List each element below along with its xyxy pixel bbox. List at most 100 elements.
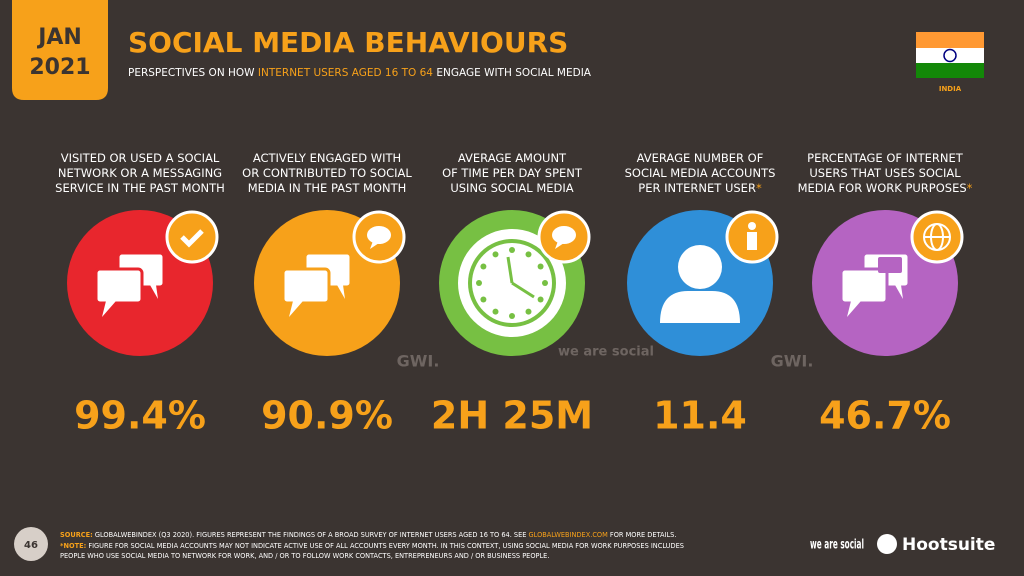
badge-icon [555,241,564,249]
icon [537,263,544,270]
source-text: GLOBALWEBINDEX (Q3 2020). FIGURES REPRES… [93,531,529,539]
icon [94,267,144,305]
stat-value: 90.9% [261,394,393,438]
stat-label-text: ACTIVELY ENGAGED WITH [253,151,401,165]
icon [511,281,535,299]
stat-label-text: VISITED OR USED A SOCIAL [61,151,220,165]
logo-hootsuite: Hootsuite [902,535,995,555]
stat-label: SOCIAL MEDIA ACCOUNTS [625,166,776,180]
note-mark: * [756,181,762,195]
icon [102,301,116,317]
stat-label-text: USING SOCIAL MEDIA [450,181,573,195]
icon [895,285,903,299]
stat-value: 99.4% [74,394,206,438]
subtitle-highlight: INTERNET USERS AGED 16 TO 64 [258,67,433,79]
badge-icon [748,222,756,230]
source-label: SOURCE: [60,531,93,539]
icon [678,245,722,289]
icon [480,263,487,270]
icon [281,267,331,305]
stat-label: USING SOCIAL MEDIA [450,181,573,195]
icon [492,308,499,315]
badge-icon [747,232,757,250]
stat-label: AVERAGE NUMBER OF [637,151,764,165]
stat-label-text: MEDIA IN THE PAST MONTH [248,181,407,195]
stat-value: 2H 25M [431,394,593,438]
icon [150,285,158,299]
source-text: FOR MORE DETAILS. [608,531,677,539]
icon [660,291,740,323]
stat-label-text: USERS THAT USES SOCIAL [809,166,961,180]
watermark: we are social [558,345,654,360]
subtitle-part: PERSPECTIVES ON HOW [128,67,258,79]
stat-label: OF TIME PER DAY SPENT [442,166,583,180]
stat-value: 46.7% [819,394,951,438]
note: *NOTE: FIGURE FOR SOCIAL MEDIA ACCOUNTS … [60,542,684,550]
stat-label: VISITED OR USED A SOCIAL [61,151,220,165]
stat-label: OR CONTRIBUTED TO SOCIAL [242,166,412,180]
icon [525,251,532,258]
icon [476,280,482,286]
stat-label-text: SERVICE IN THE PAST MONTH [55,181,225,195]
logo-owl [877,534,897,554]
icon [337,285,345,299]
date-badge [12,0,108,100]
stat-label-text: OF TIME PER DAY SPENT [442,166,583,180]
stat-label: PER INTERNET USER* [638,181,762,195]
icon [289,301,303,317]
date-month: JAN [36,25,82,50]
badge [165,210,219,264]
note-mark: * [967,181,973,195]
title: SOCIAL MEDIA BEHAVIOURS [128,26,568,59]
source-link[interactable]: GLOBALWEBINDEX.COM [529,531,609,539]
stat-label-text: MEDIA FOR WORK PURPOSES [798,181,967,195]
logo-was: we are social [810,538,864,553]
icon [509,247,515,253]
stat-label-text: AVERAGE NUMBER OF [637,151,764,165]
subtitle: PERSPECTIVES ON HOW INTERNET USERS AGED … [128,67,592,79]
watermark: GWI. [397,352,440,371]
stat-label: PERCENTAGE OF INTERNET [807,151,964,165]
stat-label: AVERAGE AMOUNT [458,151,567,165]
stat-value: 11.4 [653,394,747,438]
icon [525,308,532,315]
badge-icon [370,241,379,249]
stat-label: USERS THAT USES SOCIAL [809,166,961,180]
icon [542,280,548,286]
badge-icon [180,229,204,248]
icon [480,296,487,303]
icon [509,313,515,319]
date-year: 2021 [29,55,90,80]
stat-label: SERVICE IN THE PAST MONTH [55,181,225,195]
stat-label: ACTIVELY ENGAGED WITH [253,151,401,165]
watermark: GWI. [771,352,814,371]
flag [916,32,984,78]
page-number: 46 [24,540,38,551]
subtitle-part: ENGAGE WITH SOCIAL MEDIA [433,67,592,79]
stat-label-text: NETWORK OR A MESSAGING [58,166,222,180]
page-badge [14,527,48,561]
stat-label: NETWORK OR A MESSAGING [58,166,222,180]
source: SOURCE: GLOBALWEBINDEX (Q3 2020). FIGURE… [60,531,676,539]
stat-label-text: SOCIAL MEDIA ACCOUNTS [625,166,776,180]
stat-label: MEDIA FOR WORK PURPOSES* [798,181,973,195]
badge-icon [552,226,576,244]
country: INDIA [939,85,962,93]
badge-icon [367,226,391,244]
stat-label-text: OR CONTRIBUTED TO SOCIAL [242,166,412,180]
stat-label-text: PER INTERNET USER [638,181,756,195]
note-text: PEOPLE WHO USE SOCIAL MEDIA TO NETWORK F… [60,552,549,560]
icon [537,296,544,303]
stat-label-text: AVERAGE AMOUNT [458,151,567,165]
stat-label-text: PERCENTAGE OF INTERNET [807,151,964,165]
note-text: FIGURE FOR SOCIAL MEDIA ACCOUNTS MAY NOT… [86,542,684,550]
icon [506,256,514,284]
note-label: *NOTE: [60,542,86,550]
icon [878,257,902,273]
stat-label: MEDIA IN THE PAST MONTH [248,181,407,195]
icon [839,267,889,305]
icon [492,251,499,258]
icon [847,301,861,317]
